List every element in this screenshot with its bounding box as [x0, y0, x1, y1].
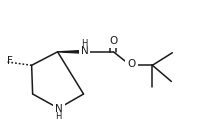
Text: N: N	[80, 46, 88, 57]
Text: F: F	[7, 56, 13, 66]
Polygon shape	[57, 50, 84, 53]
Text: O: O	[109, 36, 117, 46]
Text: O: O	[127, 59, 135, 69]
Text: N: N	[54, 104, 62, 114]
Text: H: H	[55, 113, 61, 121]
Text: H: H	[81, 39, 87, 48]
